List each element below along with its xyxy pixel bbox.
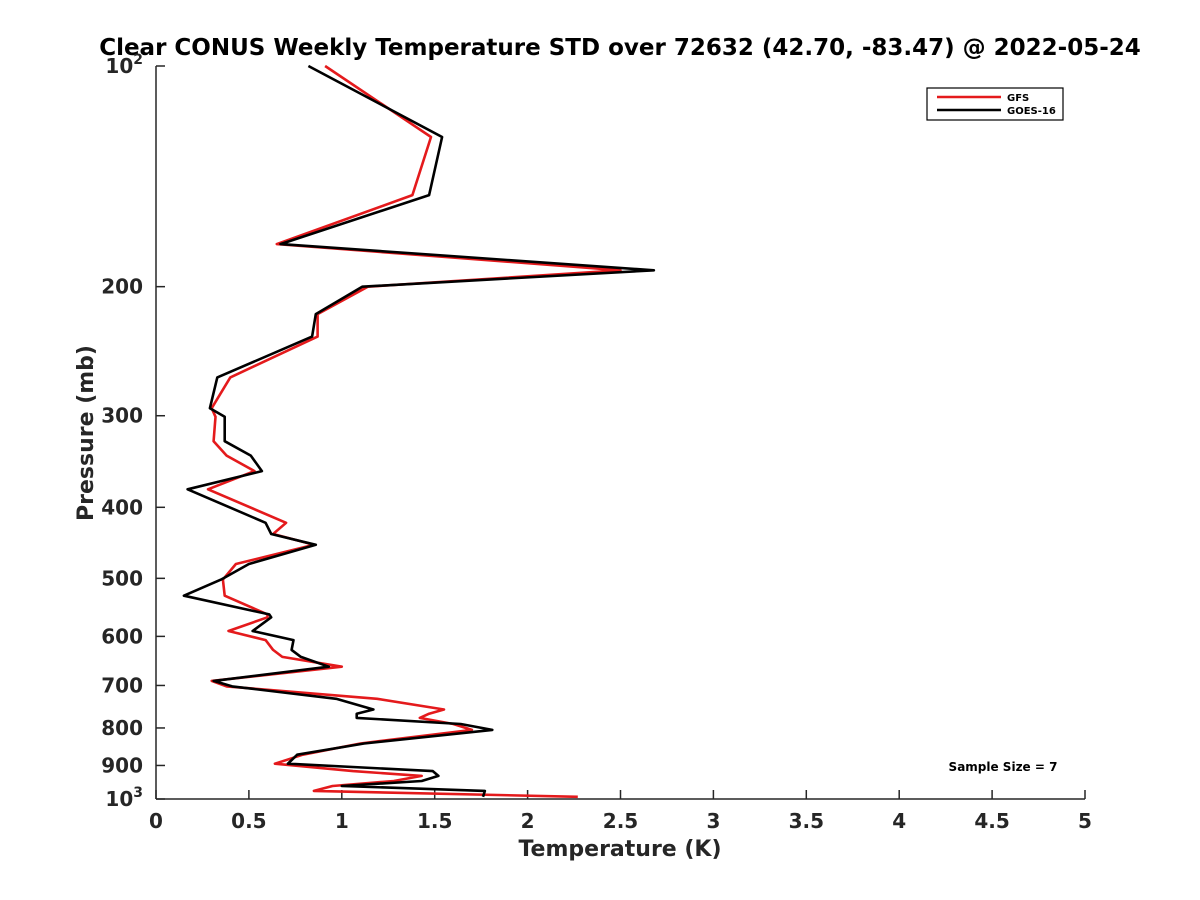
x-tick-label: 2.5 bbox=[603, 809, 638, 833]
y-tick-label: 900 bbox=[101, 753, 143, 777]
x-tick-label: 0 bbox=[149, 809, 163, 833]
x-axis-label: Temperature (K) bbox=[518, 837, 721, 862]
legend-box bbox=[926, 87, 1064, 121]
y-tick-label: 600 bbox=[101, 624, 143, 648]
y-tick-label: 500 bbox=[101, 566, 143, 590]
x-tick-label: 1 bbox=[335, 809, 349, 833]
y-tick-label: 103 bbox=[105, 785, 143, 811]
y-tick-label: 400 bbox=[101, 495, 143, 519]
legend-label-goes16: GOES-16 bbox=[1007, 106, 1056, 117]
x-tick-label: 3.5 bbox=[789, 809, 824, 833]
y-tick-label: 700 bbox=[101, 673, 143, 697]
x-tick-label: 0.5 bbox=[231, 809, 266, 833]
chart-title: Clear CONUS Weekly Temperature STD over … bbox=[99, 35, 1141, 61]
x-tick-label: 3 bbox=[706, 809, 720, 833]
y-tick-label: 102 bbox=[105, 52, 143, 78]
legend: GFS GOES-16 bbox=[926, 87, 1064, 121]
series-line-goes16 bbox=[182, 64, 656, 798]
legend-label-gfs: GFS bbox=[1007, 93, 1029, 104]
y-axis-label: Pressure (mb) bbox=[74, 345, 99, 521]
x-tick-label: 4.5 bbox=[974, 809, 1009, 833]
x-tick-label: 2 bbox=[521, 809, 535, 833]
series-layer bbox=[182, 64, 656, 799]
axes: 0 0.5 1 1.5 2 2.5 3 3.5 4 4.5 5 102 200 300 400 500 600 7… bbox=[101, 52, 1092, 833]
x-tick-label: 4 bbox=[892, 809, 906, 833]
x-tick-label: 1.5 bbox=[417, 809, 452, 833]
x-tick-label: 5 bbox=[1078, 809, 1092, 833]
y-tick-label: 200 bbox=[101, 275, 143, 299]
sample-size-annotation: Sample Size = 7 bbox=[949, 760, 1058, 774]
y-tick-label: 800 bbox=[101, 716, 143, 740]
y-tick-label: 300 bbox=[101, 404, 143, 428]
